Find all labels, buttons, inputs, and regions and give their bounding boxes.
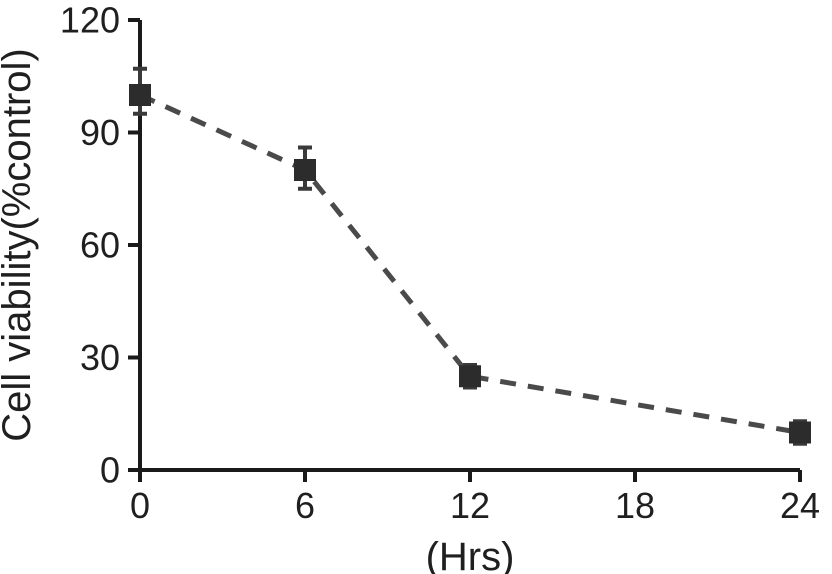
- xtick-label: 18: [615, 485, 655, 526]
- ytick-label: 0: [100, 450, 120, 491]
- xtick-label: 24: [780, 485, 820, 526]
- chart-svg: 0 30 60 90 120 0 6 12 18 24 Cell viability(%contro…: [0, 0, 832, 574]
- data-marker: [129, 84, 151, 106]
- ytick-label: 120: [60, 0, 120, 41]
- ytick-label: 90: [80, 112, 120, 153]
- ytick-label: 30: [80, 337, 120, 378]
- data-marker: [789, 422, 811, 444]
- xtick-label: 6: [295, 485, 315, 526]
- y-axis-label: Cell viability(%control): [0, 48, 39, 441]
- x-axis-label: (Hrs): [426, 535, 515, 574]
- xtick-label: 12: [450, 485, 490, 526]
- xtick-label: 0: [130, 485, 150, 526]
- data-marker: [294, 159, 316, 181]
- data-marker: [459, 365, 481, 387]
- viability-chart: 0 30 60 90 120 0 6 12 18 24 Cell viability(%contro…: [0, 0, 832, 574]
- ytick-label: 60: [80, 225, 120, 266]
